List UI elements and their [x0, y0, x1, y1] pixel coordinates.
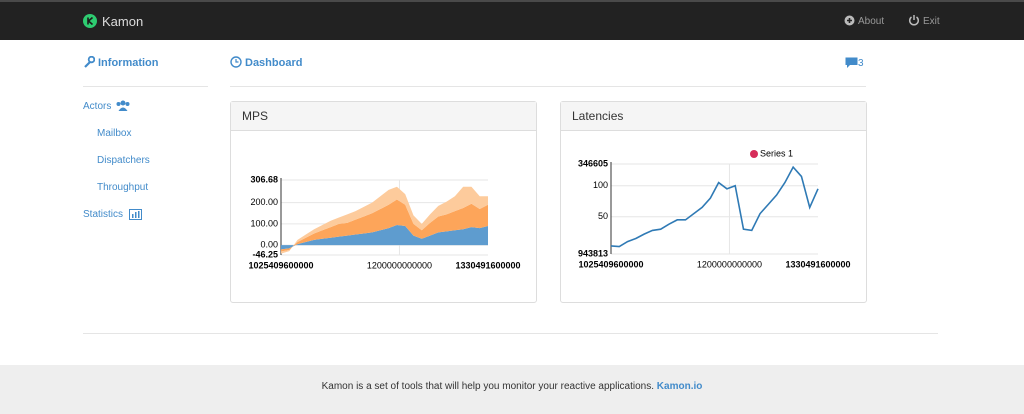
- legend-label: Series 1: [760, 148, 793, 158]
- brand[interactable]: Kamon: [102, 14, 144, 29]
- panel: Latencies 943813 50 100 346605 1025409600000…: [560, 101, 867, 303]
- about-link[interactable]: About: [858, 16, 885, 27]
- chart-icon: [129, 209, 142, 220]
- sidebar-item[interactable]: Mailbox: [97, 128, 132, 139]
- dashboard-icon: [230, 56, 242, 68]
- users-icon: [116, 100, 130, 111]
- legend-marker: [750, 150, 758, 158]
- notification-count[interactable]: 3: [858, 58, 864, 69]
- sidebar-item[interactable]: Statistics: [83, 209, 124, 220]
- y-tick-label: 100.00: [250, 218, 278, 228]
- footer-text: Kamon is a set of tools that will help y…: [321, 381, 655, 392]
- footer-link[interactable]: Kamon.io: [656, 381, 703, 392]
- y-tick-label: 50: [598, 211, 608, 221]
- wrench-icon: [84, 56, 95, 68]
- footer-text: Kamon is a set of tools that will help y…: [0, 381, 1024, 392]
- panel-title: Latencies: [561, 102, 866, 131]
- comment-icon: [845, 57, 858, 68]
- exit-link[interactable]: Exit: [923, 16, 940, 27]
- y-tick-label: 200.00: [250, 197, 278, 207]
- y-tick-label: -46.25: [252, 249, 278, 259]
- chart: -46.250.00 100.00 200.00 306.68 102540960000…: [248, 174, 520, 270]
- panel: MPS -46.25 0.00 100.00 200.00 306.68 10254096…: [230, 101, 537, 303]
- sidebar-item[interactable]: Throughput: [97, 182, 149, 193]
- x-tick-label: 1025409600000: [578, 259, 643, 269]
- sidebar-item[interactable]: Dispatchers: [97, 155, 150, 166]
- y-tick-label: 0.00: [260, 240, 278, 250]
- x-tick-label: 1025409600000: [248, 260, 313, 270]
- sidebar-title[interactable]: Information: [98, 57, 159, 69]
- separator: [230, 86, 866, 87]
- y-tick-label: 100: [593, 180, 608, 190]
- panel-title: MPS: [231, 102, 536, 131]
- line: [610, 165, 819, 248]
- separator: [83, 333, 938, 334]
- brand-logo: [83, 14, 97, 28]
- x-tick-label: 1200000000000: [367, 260, 432, 270]
- about-icon: [844, 15, 855, 26]
- y-tick-label: 346605: [578, 158, 608, 168]
- y-tick-label: 943813: [578, 248, 608, 258]
- y-tick-label: 306.68: [250, 174, 278, 184]
- sidebar-item[interactable]: Actors: [83, 101, 112, 112]
- x-tick-label: 1330491600000: [785, 259, 850, 269]
- navbar: Kamon About Exit: [0, 0, 1024, 40]
- exit-icon: [909, 15, 919, 26]
- area: [281, 186, 488, 254]
- chart: 943813 50 100 346605 1025409600000 1200000000…: [578, 148, 851, 269]
- header-title[interactable]: Dashboard: [245, 57, 303, 69]
- area: [281, 224, 488, 250]
- footer: Kamon is a set of tools that will help y…: [0, 365, 1024, 414]
- separator: [83, 86, 208, 87]
- area: [281, 199, 488, 252]
- x-tick-label: 1200000000000: [697, 259, 762, 269]
- x-tick-label: 1330491600000: [455, 260, 520, 270]
